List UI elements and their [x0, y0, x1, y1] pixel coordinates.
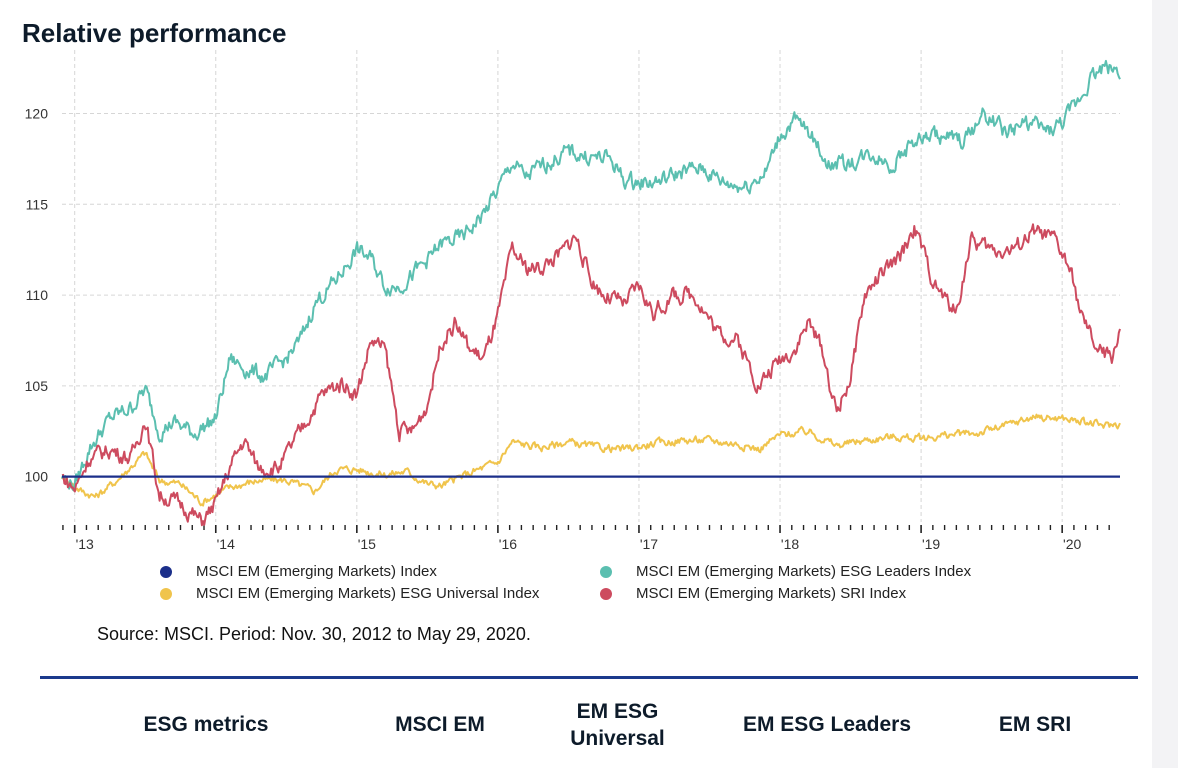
- series-line-leaders: [61, 59, 1121, 492]
- legend-label-sri: MSCI EM (Emerging Markets) SRI Index: [636, 585, 907, 602]
- x-tick-label-2017: '17: [640, 536, 658, 552]
- performance-chart: 100 105 110 115 120 '13 '14 '15 '16 '17 '18 '19 '20: [25, 50, 1121, 552]
- legend-dot-sri: [600, 587, 612, 600]
- x-tick-label-2013: '13: [76, 536, 94, 552]
- legend-dot-universal: [160, 587, 172, 600]
- legend-label-universal: MSCI EM (Emerging Markets) ESG Universal…: [196, 585, 540, 602]
- y-tick-label-105: 105: [25, 378, 49, 394]
- x-tick-label-2014: '14: [217, 536, 235, 552]
- series-line-universal: [61, 413, 1121, 507]
- y-tick-label-115: 115: [26, 196, 49, 212]
- header-msci-em: MSCI EM: [395, 713, 485, 736]
- legend-item-leaders: MSCI EM (Emerging Markets) ESG Leaders I…: [600, 563, 971, 580]
- legend-dot-leaders: [600, 565, 612, 578]
- metrics-table-header: ESG metrics MSCI EM EM ESG Universal EM …: [0, 695, 1178, 765]
- header-em-esg-leaders: EM ESG Leaders: [742, 713, 912, 736]
- right-edge-strip: [1152, 0, 1178, 768]
- section-divider: [40, 676, 1138, 679]
- x-tick-label-2019: '19: [922, 536, 940, 552]
- page-title: Relative performance: [22, 18, 287, 48]
- y-axis: 100 105 110 115 120: [25, 106, 49, 485]
- series-line-sri: [61, 223, 1121, 527]
- legend-label-leaders: MSCI EM (Emerging Markets) ESG Leaders I…: [636, 563, 972, 580]
- legend-item-universal: MSCI EM (Emerging Markets) ESG Universal…: [160, 585, 539, 602]
- legend-dot-em: [160, 565, 172, 578]
- y-tick-label-100: 100: [25, 469, 49, 485]
- x-tick-label-2018: '18: [781, 536, 799, 552]
- legend-item-sri: MSCI EM (Emerging Markets) SRI Index: [600, 585, 906, 602]
- legend-label-em: MSCI EM (Emerging Markets) Index: [196, 563, 437, 580]
- legend-item-em: MSCI EM (Emerging Markets) Index: [160, 563, 437, 580]
- x-tick-label-2016: '16: [499, 536, 517, 552]
- header-esg-metrics: ESG metrics: [143, 713, 269, 736]
- x-tick-label-2020: '20: [1063, 536, 1081, 552]
- header-em-sri: EM SRI: [998, 713, 1072, 736]
- y-tick-label-110: 110: [26, 287, 49, 303]
- header-em-esg-universal: EM ESG Universal: [570, 700, 665, 750]
- y-tick-label-120: 120: [25, 106, 49, 122]
- x-tick-label-2015: '15: [358, 536, 376, 552]
- source-note: Source: MSCI. Period: Nov. 30, 2012 to M…: [97, 624, 531, 644]
- x-axis: '13 '14 '15 '16 '17 '18 '19 '20: [62, 525, 1110, 552]
- series-lines: [61, 59, 1121, 527]
